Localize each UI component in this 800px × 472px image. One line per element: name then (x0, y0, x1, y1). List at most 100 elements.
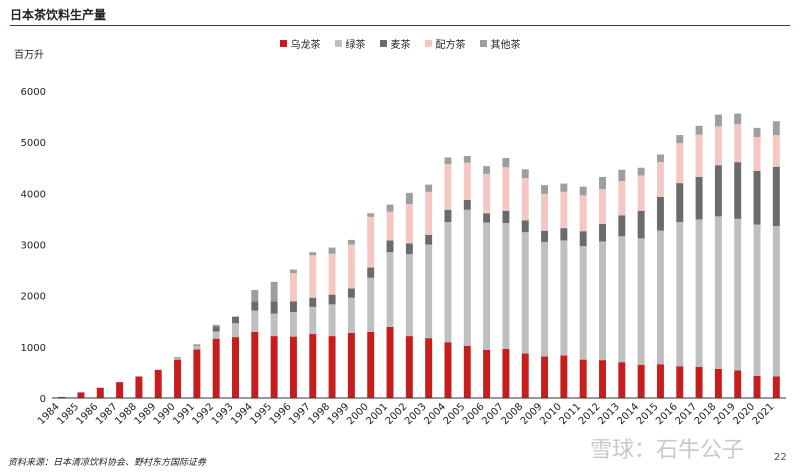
bar-segment-s2-2009 (541, 230, 549, 242)
source-note: 资料来源：日本清凉饮料协会、野村东方国际证券 (8, 458, 207, 468)
bar-segment-s2-2002 (405, 243, 413, 255)
bar-segment-s3-1998 (328, 253, 336, 295)
bar-segment-s3-2019 (734, 124, 742, 163)
bar-segment-s2-2001 (386, 240, 394, 253)
legend-item-other-tea: 其他茶 (479, 36, 521, 51)
bar-segment-s1-2017 (695, 219, 703, 367)
bar-segment-s0-2009 (541, 356, 549, 398)
bar-segment-s0-2006 (483, 349, 491, 398)
bar-segment-s0-1988 (135, 376, 143, 398)
y-tick-label: 1000 (21, 343, 46, 354)
bar-segment-s2-2000 (367, 267, 375, 278)
bar-segment-s4-1991 (193, 344, 201, 347)
bar-segment-s0-2021 (772, 376, 780, 398)
bar-segment-s2-1995 (270, 301, 278, 314)
bar-segment-s2-1997 (309, 297, 317, 307)
bar-segment-s1-2013 (618, 236, 626, 363)
bar-segment-s3-2008 (521, 177, 529, 221)
legend-label-green-tea: 绿茶 (345, 40, 366, 51)
bar-segment-s1-1990 (174, 358, 182, 360)
bar-segment-s4-2011 (579, 186, 587, 196)
bar-segment-s0-2016 (676, 366, 684, 398)
bar-segment-s0-1995 (270, 336, 278, 398)
legend-label-other-tea: 其他茶 (490, 40, 521, 51)
bar-segment-s4-1999 (347, 239, 355, 245)
bar-segment-s2-1996 (289, 301, 297, 313)
watermark: 雪球：石牛公子 (590, 438, 745, 463)
bar-segment-s3-2006 (483, 173, 491, 214)
bar-segment-s3-2014 (637, 175, 645, 211)
legend-item-wulong: 乌龙茶 (279, 36, 321, 51)
bar-segment-s3-2020 (753, 137, 761, 171)
bar-segment-s0-1984 (58, 396, 66, 398)
bar-segment-s1-2016 (676, 221, 684, 367)
bar-segment-s2-2003 (425, 234, 433, 245)
chart-title: 日本茶饮料生产量 (10, 8, 107, 22)
bar-segment-s0-2012 (599, 360, 606, 398)
chart-legend: 乌龙茶 绿茶 麦茶 配方茶 其他茶 (0, 36, 800, 51)
legend-swatch-barley-tea (379, 40, 387, 47)
bar-segment-s3-1999 (347, 244, 355, 289)
bar-segment-s2-2021 (772, 166, 780, 227)
bar-segment-s3-2012 (599, 189, 606, 225)
x-tick-label: 2021 (751, 401, 777, 427)
bar-segment-s2-2010 (560, 228, 568, 241)
bar-segment-s2-1994 (251, 301, 259, 311)
legend-swatch-other-tea (479, 40, 487, 47)
bar-segment-s3-1997 (309, 255, 317, 298)
bar-segment-s2-2007 (502, 210, 510, 224)
bar-segment-s1-2006 (483, 222, 491, 350)
bar-segment-s4-1998 (328, 247, 336, 254)
bar-segment-s1-2002 (405, 254, 413, 337)
bar-segment-s2-2005 (463, 199, 471, 210)
bar-segment-s0-2011 (579, 359, 587, 398)
bar-segment-s1-1994 (251, 310, 259, 332)
bar-segment-s0-1999 (347, 333, 355, 398)
y-axis-unit-label: 百万升 (14, 50, 44, 61)
bar-segment-s0-1991 (193, 349, 201, 398)
legend-item-blend-tea: 配方茶 (424, 36, 466, 51)
bar-segment-s4-2004 (444, 157, 452, 165)
bar-segment-s4-2012 (599, 176, 606, 190)
bar-segment-s1-2004 (444, 221, 452, 343)
bar-segment-s1-1993 (232, 323, 239, 338)
legend-label-barley-tea: 麦茶 (390, 40, 411, 51)
bar-segment-s2-1993 (232, 316, 239, 324)
bar-segment-s0-2000 (367, 331, 375, 398)
bar-segment-s3-2011 (579, 195, 587, 232)
legend-item-barley-tea: 麦茶 (379, 36, 411, 51)
bar-segment-s2-2013 (618, 215, 626, 237)
bar-segment-s0-1994 (251, 331, 259, 398)
bar-segment-s0-2001 (386, 326, 394, 398)
y-tick-label: 2000 (21, 292, 46, 303)
bar-segment-s4-1992 (212, 324, 220, 327)
bar-segment-s2-2006 (483, 213, 491, 223)
page-number: 22 (774, 452, 787, 463)
bar-segment-s0-2008 (521, 353, 529, 398)
bar-segment-s4-2017 (695, 125, 703, 135)
bar-segment-s1-2019 (734, 218, 742, 371)
bar-segment-s2-2017 (695, 176, 703, 220)
y-tick-label: 4000 (21, 189, 46, 200)
bar-segment-s3-2015 (656, 162, 664, 197)
bar-segment-s3-2016 (676, 143, 684, 184)
bar-segment-s4-1994 (251, 290, 259, 302)
bar-segment-s0-1992 (212, 338, 220, 398)
bar-segment-s1-1996 (289, 312, 297, 337)
bar-segment-s1-2003 (425, 244, 433, 339)
legend-swatch-green-tea (334, 40, 342, 47)
bar-segment-s4-1996 (289, 269, 297, 274)
bar-segment-s1-1992 (212, 331, 220, 339)
bar-segment-s4-2005 (463, 155, 471, 163)
bar-segment-s2-2018 (714, 165, 722, 217)
bar-segment-s1-1997 (309, 306, 317, 335)
bar-segment-s2-2014 (637, 210, 645, 239)
bar-segment-s0-2019 (734, 370, 742, 398)
bar-segment-s1-2011 (579, 246, 587, 360)
bar-segment-s2-1999 (347, 288, 355, 298)
bar-segment-s1-1998 (328, 304, 336, 337)
bar-segment-s0-1996 (289, 336, 297, 398)
bar-segment-s4-2019 (734, 113, 742, 125)
bar-segment-s4-2014 (637, 167, 645, 176)
legend-label-wulong: 乌龙茶 (290, 40, 321, 51)
